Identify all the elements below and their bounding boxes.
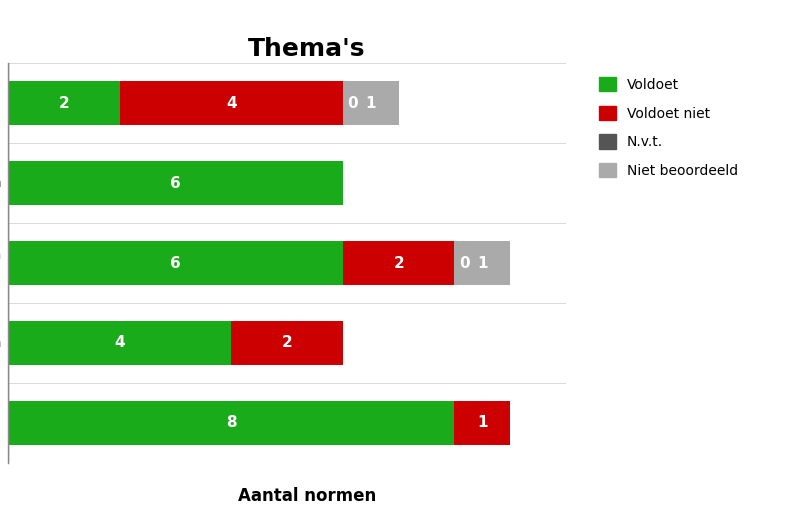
Text: 0: 0 [347,336,358,350]
Text: 2: 2 [58,96,69,111]
Bar [343,82,398,125]
Text: Aantal normen: Aantal normen [238,487,377,505]
Text: 0: 0 [347,336,358,350]
Bar [343,241,454,285]
Bar [454,241,510,285]
Text: 1: 1 [365,96,376,111]
Bar [8,401,454,444]
Bar [454,401,510,444]
Text: 0: 0 [515,415,525,430]
Text: 6: 6 [170,176,181,190]
Text: 0: 0 [347,176,358,190]
Text: 2: 2 [393,256,404,270]
Text: 1: 1 [477,256,487,270]
Text: 0: 0 [347,96,358,111]
Bar [8,161,343,205]
Bar [8,241,343,285]
Bar [8,321,231,365]
Text: 2: 2 [282,336,292,350]
Bar [8,82,120,125]
Bar [120,82,343,125]
Text: 1: 1 [477,415,487,430]
Legend: Voldoet, Voldoet niet, N.v.t., Niet beoordeeld: Voldoet, Voldoet niet, N.v.t., Niet beoo… [592,70,745,185]
Text: 4: 4 [226,96,237,111]
Text: Thema's: Thema's [248,37,366,61]
Text: 0: 0 [515,415,525,430]
Text: 0: 0 [347,176,358,190]
Bar [231,321,343,365]
Text: 4: 4 [115,336,125,350]
Text: 0: 0 [347,176,358,190]
Text: 6: 6 [170,256,181,270]
Text: 0: 0 [459,256,469,270]
Text: 8: 8 [226,415,237,430]
